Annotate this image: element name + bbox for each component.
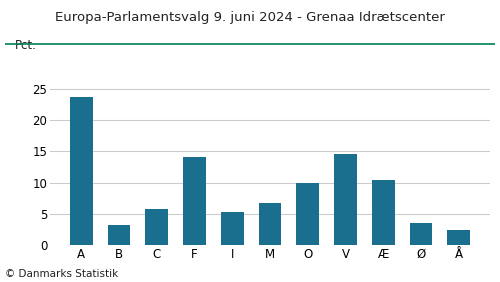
Bar <box>372 180 394 245</box>
Bar <box>146 209 168 245</box>
Bar <box>108 225 130 245</box>
Bar <box>70 97 92 245</box>
Bar <box>334 154 357 245</box>
Bar <box>296 183 319 245</box>
Text: © Danmarks Statistik: © Danmarks Statistik <box>5 269 118 279</box>
Bar <box>221 212 244 245</box>
Bar <box>448 230 470 245</box>
Text: Pct.: Pct. <box>15 39 36 52</box>
Text: Europa-Parlamentsvalg 9. juni 2024 - Grenaa Idrætscenter: Europa-Parlamentsvalg 9. juni 2024 - Gre… <box>55 11 445 24</box>
Bar <box>258 203 281 245</box>
Bar <box>183 157 206 245</box>
Bar <box>410 223 432 245</box>
